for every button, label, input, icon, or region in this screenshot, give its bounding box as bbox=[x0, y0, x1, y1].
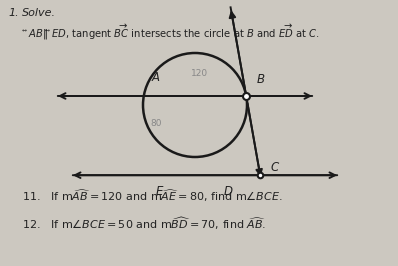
Text: 1.: 1. bbox=[8, 8, 19, 18]
Text: D: D bbox=[223, 185, 232, 198]
Text: C: C bbox=[270, 161, 279, 174]
Text: $\overleftrightarrow{AB} \| \overleftrightarrow{ED}$, tangent $\overrightarrow{B: $\overleftrightarrow{AB} \| \overleftrig… bbox=[22, 22, 320, 41]
Text: 12.   If m$\angle BCE=50$ and m$\widehat{BD}=70$, find $\widehat{AB}$.: 12. If m$\angle BCE=50$ and m$\widehat{B… bbox=[22, 215, 266, 232]
Text: 80: 80 bbox=[150, 119, 162, 128]
Text: E: E bbox=[156, 185, 163, 198]
Text: A: A bbox=[152, 71, 160, 84]
Text: 120: 120 bbox=[191, 69, 209, 78]
Text: B: B bbox=[256, 73, 264, 86]
Text: 11.   If m$\widehat{AB}=120$ and m$\widehat{AE}=80$, find m$\angle BCE$.: 11. If m$\widehat{AB}=120$ and m$\wideha… bbox=[22, 188, 283, 204]
Text: Solve.: Solve. bbox=[22, 8, 56, 18]
